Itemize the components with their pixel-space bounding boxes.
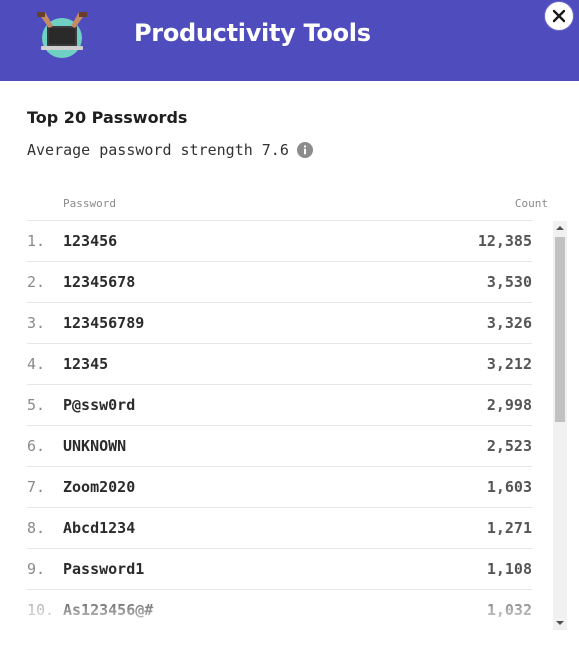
row-rank: 4. <box>27 355 46 373</box>
row-password: UNKNOWN <box>63 437 127 455</box>
row-count: 2,998 <box>486 396 532 414</box>
row-count: 3,212 <box>486 355 532 373</box>
row-rank: 10. <box>27 601 55 619</box>
info-glyph <box>303 145 306 155</box>
table-row: 3. 123456789 3,326 <box>27 303 532 344</box>
row-count: 2,523 <box>486 437 532 455</box>
row-rank: 8. <box>27 519 46 537</box>
table-row: 7. Zoom2020 1,603 <box>27 467 532 508</box>
row-password: P@ssw0rd <box>63 396 136 414</box>
scroll-thumb[interactable] <box>555 237 565 422</box>
row-password: Password1 <box>63 560 145 578</box>
average-strength-label: Average password strength <box>27 141 253 159</box>
row-count: 3,326 <box>486 314 532 332</box>
row-password: 123456789 <box>63 314 145 332</box>
arrow-down-icon <box>556 621 564 625</box>
row-count: 1,603 <box>486 478 532 496</box>
average-strength: Average password strength 7.6 <box>27 141 313 159</box>
scroll-up-button[interactable] <box>553 221 567 235</box>
average-strength-value: 7.6 <box>261 141 289 159</box>
row-rank: 3. <box>27 314 46 332</box>
section-title: Top 20 Passwords <box>27 108 188 127</box>
row-rank: 9. <box>27 560 46 578</box>
row-password: Zoom2020 <box>63 478 136 496</box>
table-row: 10. As123456@# 1,032 <box>27 590 532 631</box>
row-rank: 5. <box>27 396 46 414</box>
info-icon[interactable] <box>296 142 313 158</box>
table-scrollbar[interactable] <box>553 221 567 630</box>
row-count: 3,530 <box>486 273 532 291</box>
table-row: 1. 123456 12,385 <box>27 221 532 262</box>
table-row: 2. 12345678 3,530 <box>27 262 532 303</box>
table-row: 5. P@ssw0rd 2,998 <box>27 385 532 426</box>
table-row: 8. Abcd1234 1,271 <box>27 508 532 549</box>
arrow-up-icon <box>556 226 564 230</box>
row-rank: 1. <box>27 232 46 250</box>
row-password: 123456 <box>63 232 118 250</box>
row-password: As123456@# <box>63 601 154 619</box>
close-button[interactable] <box>544 1 574 31</box>
row-password: Abcd1234 <box>63 519 136 537</box>
row-password: 12345678 <box>63 273 136 291</box>
column-header-count: Count <box>514 197 548 210</box>
table-row: 9. Password1 1,108 <box>27 549 532 590</box>
row-password: 12345 <box>63 355 109 373</box>
row-rank: 2. <box>27 273 46 291</box>
row-count: 1,271 <box>486 519 532 537</box>
table-header: Password Count <box>27 188 548 221</box>
column-header-password: Password <box>63 197 116 210</box>
passwords-table: Password Count 1. 123456 12,385 2. 12345… <box>27 188 548 631</box>
close-icon <box>552 9 566 23</box>
app-title: Productivity Tools <box>134 19 371 47</box>
laptop-hands-icon <box>37 12 87 58</box>
app-header: Productivity Tools <box>0 0 579 81</box>
row-rank: 6. <box>27 437 46 455</box>
table-row: 4. 12345 3,212 <box>27 344 532 385</box>
row-count: 12,385 <box>477 232 532 250</box>
row-rank: 7. <box>27 478 46 496</box>
table-body: 1. 123456 12,385 2. 12345678 3,530 3. 12… <box>27 221 532 631</box>
row-count: 1,032 <box>486 601 532 619</box>
row-count: 1,108 <box>486 560 532 578</box>
scroll-down-button[interactable] <box>553 616 567 630</box>
table-row: 6. UNKNOWN 2,523 <box>27 426 532 467</box>
